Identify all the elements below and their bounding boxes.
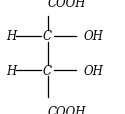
Text: H: H	[6, 30, 16, 43]
Text: C: C	[43, 64, 52, 77]
Text: OH: OH	[84, 30, 104, 43]
Text: .: .	[98, 32, 102, 41]
Text: COOH: COOH	[48, 0, 86, 10]
Text: COOH: COOH	[48, 105, 86, 114]
Text: OH: OH	[84, 64, 104, 77]
Text: C: C	[43, 30, 52, 43]
Text: H: H	[6, 64, 16, 77]
